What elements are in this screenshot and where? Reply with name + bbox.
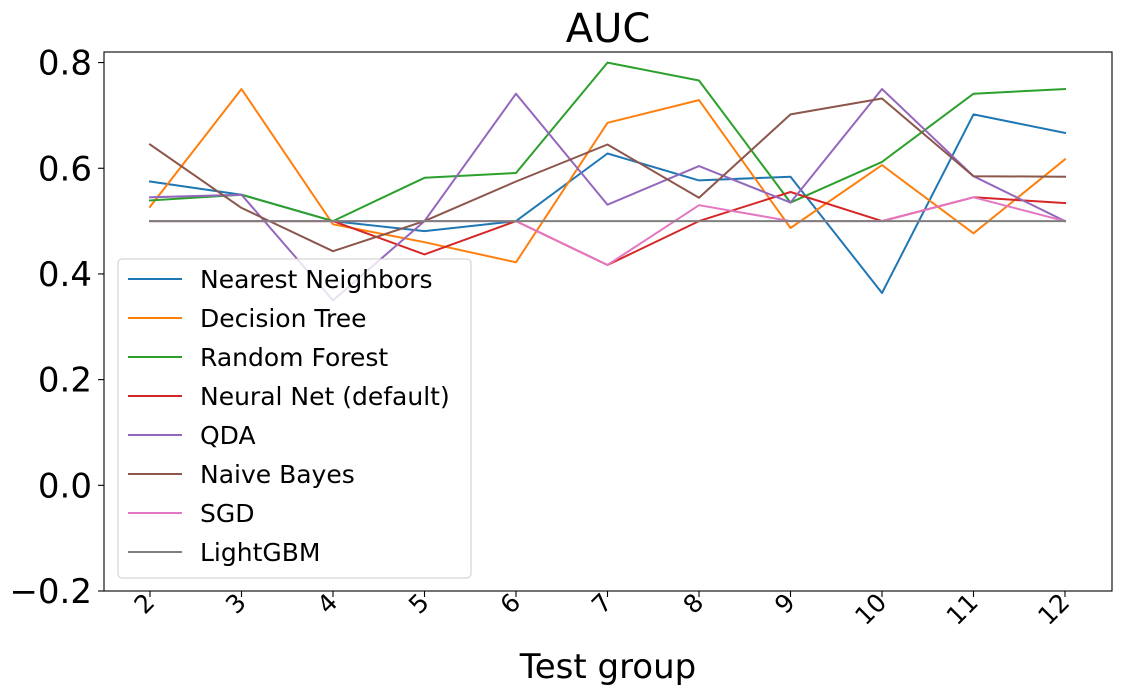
x-tick-label: 8: [677, 588, 709, 620]
x-tick-label: 11: [941, 588, 984, 631]
x-tick-label: 9: [769, 588, 801, 620]
x-axis: 2 3 4 5 6 7 8 9 10 11 12: [128, 588, 1075, 631]
series-line-2: [148, 61, 1067, 223]
series-line-5: [148, 97, 1067, 253]
chart-title: AUC: [566, 6, 651, 52]
legend-box: [117, 258, 472, 579]
y-tick-label: 0.0: [38, 466, 92, 506]
x-tick-label: 4: [311, 588, 343, 620]
y-tick-label: 0.4: [38, 255, 92, 295]
x-tick-label: 12: [1032, 588, 1075, 631]
x-tick-label: 7: [586, 588, 618, 620]
y-tick-label: 0.8: [38, 44, 92, 84]
legend-label: Nearest Neighbors: [200, 265, 433, 294]
y-axis: −0.2 0.0 0.2 0.4 0.6 0.8: [9, 44, 104, 612]
legend-label: Random Forest: [200, 343, 388, 372]
x-tick-label: 3: [220, 588, 252, 620]
x-axis-label: Test group: [519, 647, 697, 687]
series-line-1: [148, 88, 1067, 264]
x-tick-label: 10: [849, 588, 892, 631]
legend: Nearest Neighbors Decision Tree Random For…: [117, 258, 472, 579]
legend-label: Decision Tree: [200, 304, 366, 333]
y-tick-label: 0.6: [38, 149, 92, 189]
legend-label: LightGBM: [200, 538, 320, 567]
y-tick-label: −0.2: [9, 572, 92, 612]
legend-label: Naive Bayes: [200, 460, 355, 489]
x-tick-label: 5: [403, 588, 435, 620]
x-tick-label: 6: [494, 588, 526, 620]
legend-label: SGD: [200, 499, 255, 528]
legend-label: QDA: [200, 421, 256, 450]
y-tick-label: 0.2: [38, 361, 92, 401]
x-tick-label: 2: [128, 588, 160, 620]
legend-label: Neural Net (default): [200, 382, 450, 411]
